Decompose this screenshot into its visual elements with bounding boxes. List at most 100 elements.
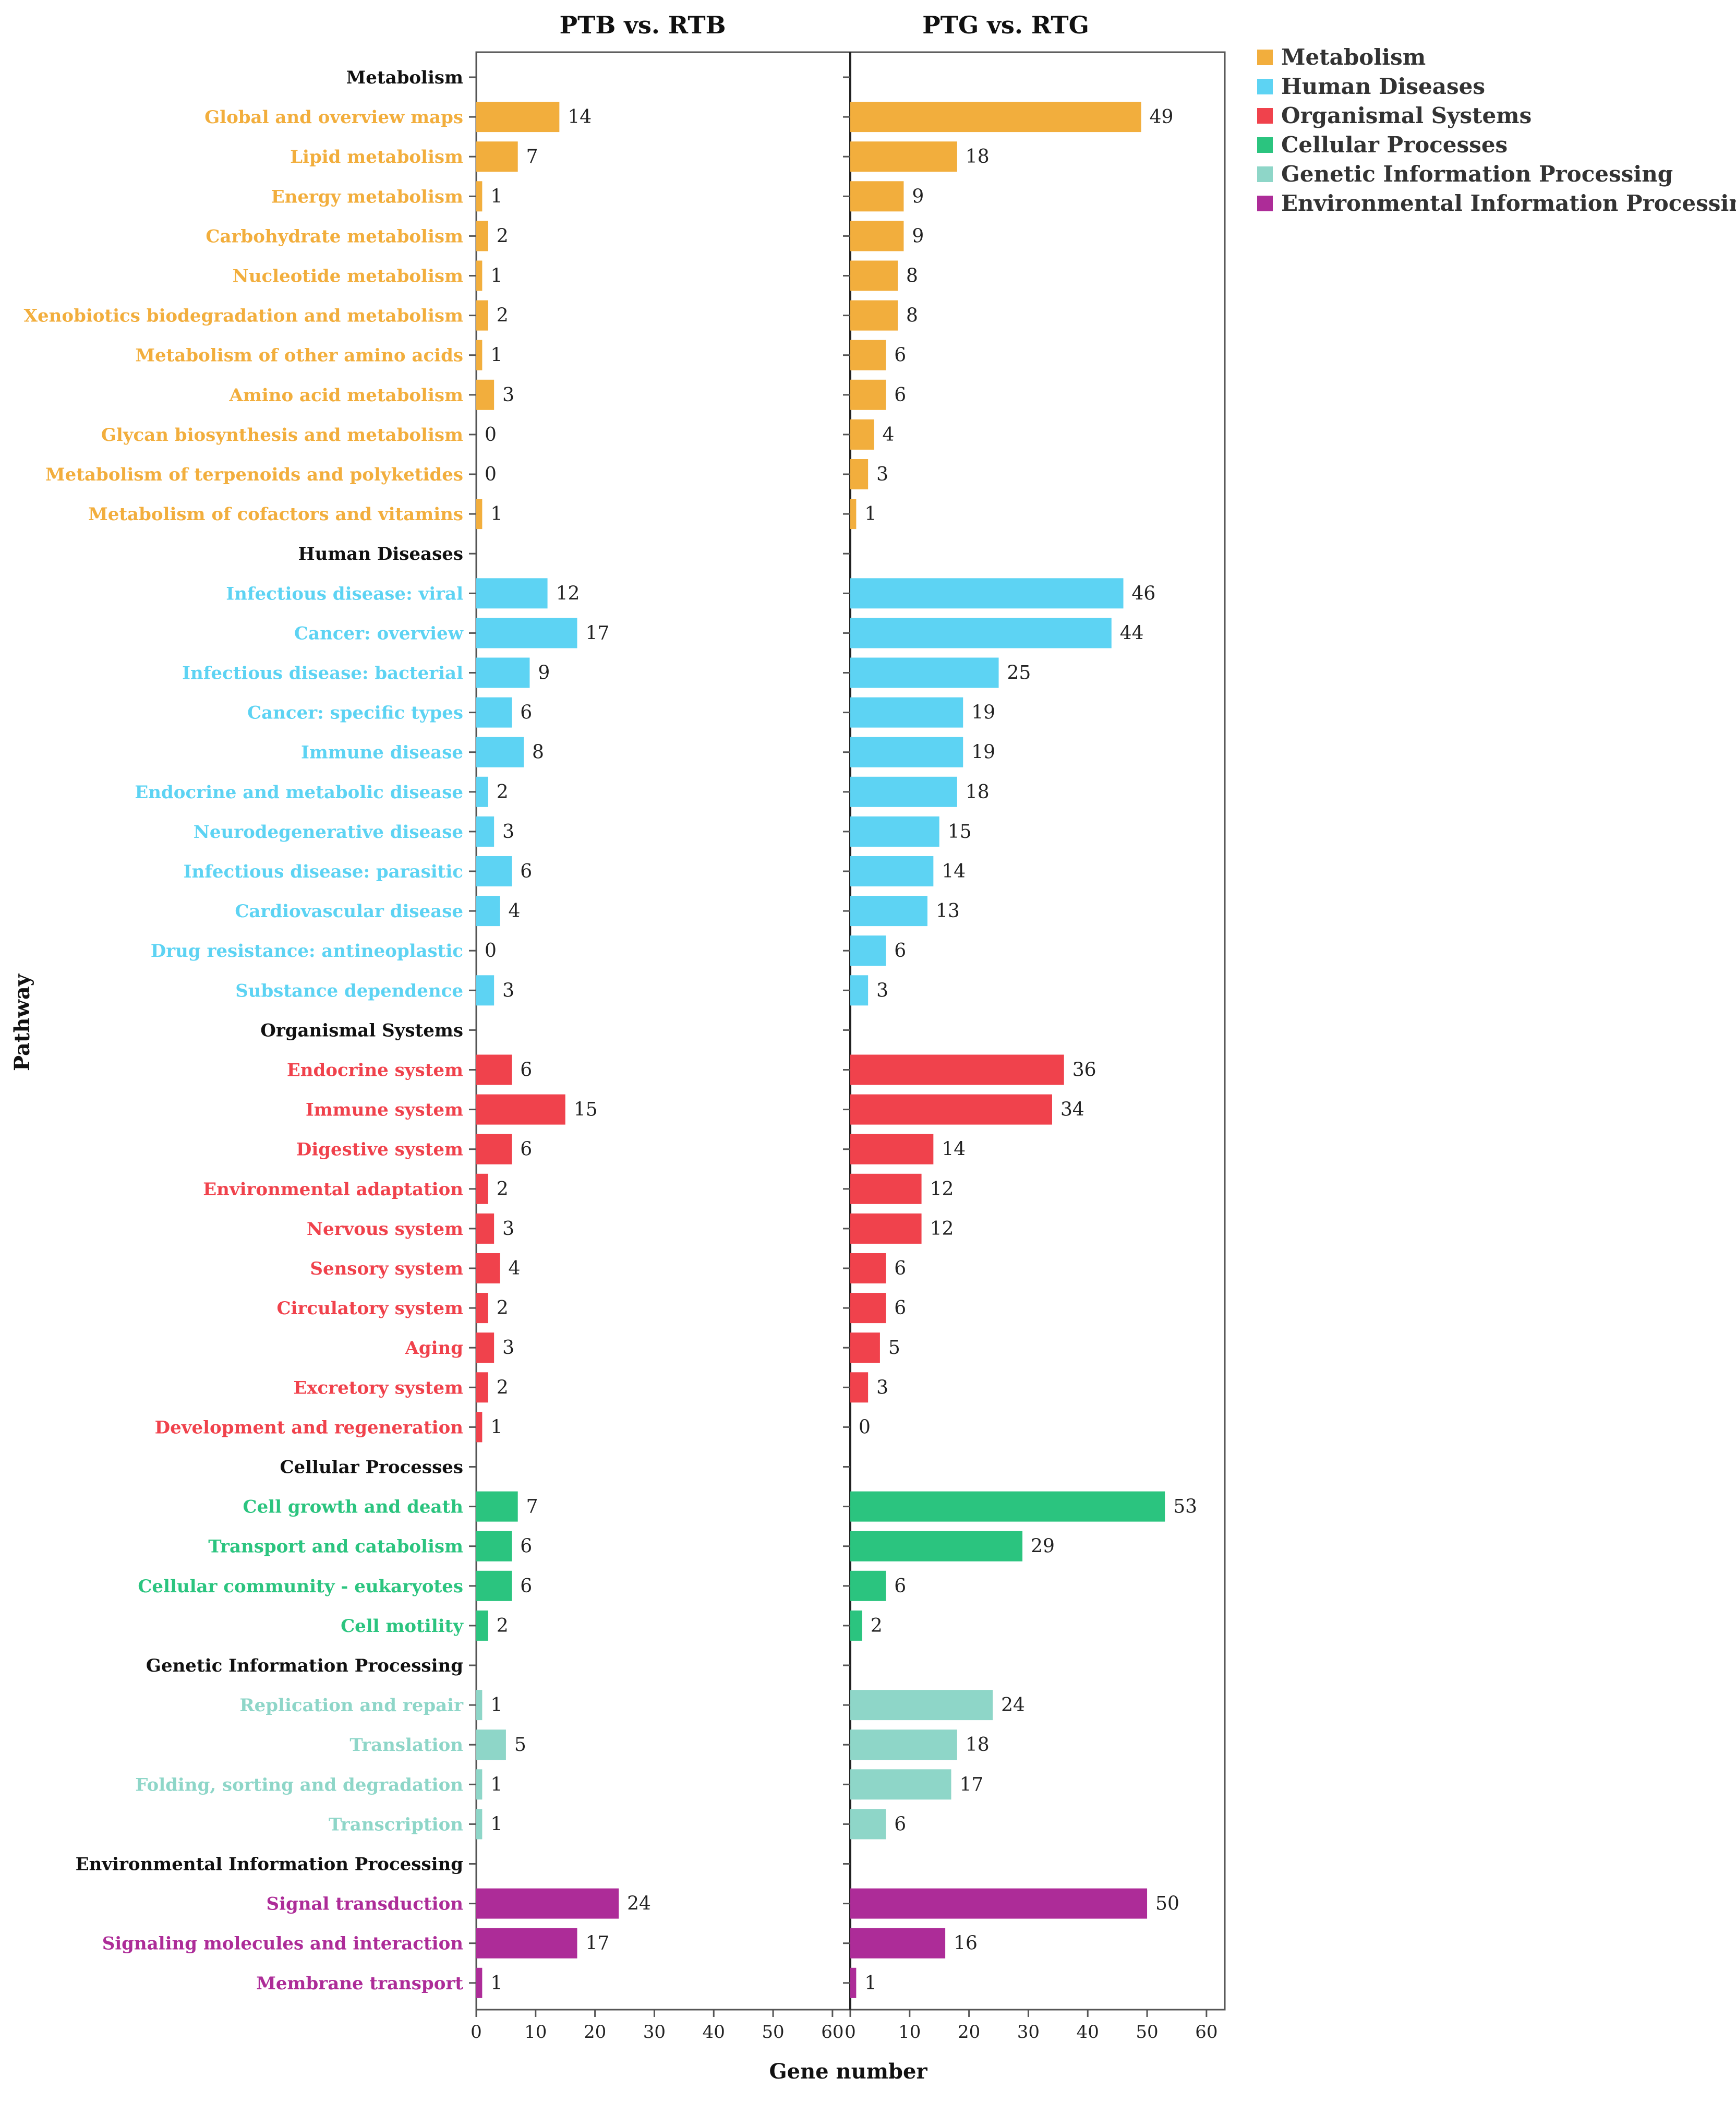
bar-ptb bbox=[476, 1888, 619, 1919]
bar-ptg bbox=[850, 618, 1112, 648]
bar-ptb bbox=[476, 1372, 488, 1403]
bar-ptg bbox=[850, 697, 963, 728]
group-header-label: Environmental Information Processing bbox=[76, 1854, 463, 1875]
category-label: Metabolism of terpenoids and polyketides bbox=[45, 464, 463, 485]
bar-ptb bbox=[476, 1054, 512, 1085]
value-label-ptb: 2 bbox=[497, 1179, 509, 1200]
value-label-ptb: 6 bbox=[520, 1060, 532, 1081]
category-label: Metabolism of other amino acids bbox=[135, 345, 463, 366]
bar-ptg bbox=[850, 1531, 1023, 1562]
value-label-ptg: 3 bbox=[876, 1377, 888, 1398]
value-label-ptg: 49 bbox=[1150, 106, 1174, 128]
value-label-ptb: 6 bbox=[520, 702, 532, 724]
value-label-ptg: 46 bbox=[1132, 583, 1156, 604]
bar-ptg bbox=[850, 419, 874, 450]
bar-ptg bbox=[850, 260, 898, 291]
value-label-ptg: 34 bbox=[1060, 1099, 1084, 1121]
legend-swatch bbox=[1257, 79, 1273, 94]
x-tick-label: 0 bbox=[845, 2022, 856, 2043]
x-tick-label: 30 bbox=[1017, 2022, 1040, 2043]
value-label-ptb: 0 bbox=[485, 464, 497, 485]
value-label-ptg: 9 bbox=[912, 186, 924, 207]
value-label-ptb: 4 bbox=[509, 900, 521, 922]
bar-ptb bbox=[476, 1213, 495, 1244]
category-label: Cellular community - eukaryotes bbox=[138, 1576, 463, 1597]
value-label-ptg: 16 bbox=[954, 1933, 978, 1954]
bar-ptb bbox=[476, 1809, 483, 1840]
bar-ptb bbox=[476, 1332, 495, 1363]
category-label: Cell growth and death bbox=[243, 1497, 463, 1518]
value-label-ptb: 6 bbox=[520, 861, 532, 882]
bar-ptb bbox=[476, 221, 488, 251]
value-label-ptg: 0 bbox=[859, 1416, 871, 1438]
bar-ptb bbox=[476, 737, 524, 767]
value-label-ptg: 1 bbox=[864, 503, 876, 525]
value-label-ptb: 2 bbox=[497, 782, 509, 803]
plot-area: 0 10 20 30 40 50 60 0 10 20 30 40 50 60MetabolismGlob… bbox=[24, 51, 1226, 2043]
category-label: Immune disease bbox=[301, 742, 463, 763]
value-label-ptb: 2 bbox=[497, 305, 509, 327]
category-label: Signaling molecules and interaction bbox=[102, 1933, 463, 1954]
legend-swatch bbox=[1257, 196, 1273, 211]
legend-swatch bbox=[1257, 50, 1273, 65]
category-label: Digestive system bbox=[296, 1139, 463, 1160]
legend-swatch bbox=[1257, 166, 1273, 182]
value-label-ptg: 6 bbox=[894, 1576, 906, 1597]
bar-ptb bbox=[476, 181, 483, 212]
value-label-ptg: 1 bbox=[864, 1973, 876, 1994]
bar-ptb bbox=[476, 1610, 488, 1641]
value-label-ptg: 53 bbox=[1173, 1496, 1197, 1518]
bar-ptb bbox=[476, 856, 512, 886]
bar-ptg bbox=[850, 578, 1124, 609]
x-tick-label: 50 bbox=[1136, 2022, 1158, 2043]
bar-ptg bbox=[850, 1610, 862, 1641]
category-label: Signal transduction bbox=[267, 1894, 463, 1915]
bar-ptb bbox=[476, 1491, 518, 1522]
bar-ptb bbox=[476, 618, 577, 648]
bar-ptb bbox=[476, 260, 483, 291]
category-label: Glycan biosynthesis and metabolism bbox=[101, 425, 463, 446]
bar-ptg bbox=[850, 221, 904, 251]
value-label-ptg: 29 bbox=[1031, 1536, 1055, 1557]
value-label-ptb: 7 bbox=[526, 146, 538, 167]
value-label-ptb: 1 bbox=[490, 1813, 502, 1835]
value-label-ptg: 19 bbox=[971, 702, 995, 724]
bar-ptg bbox=[850, 1054, 1064, 1085]
category-label: Transcription bbox=[329, 1814, 463, 1835]
value-label-ptg: 5 bbox=[888, 1337, 900, 1359]
bar-ptg bbox=[850, 1769, 951, 1800]
category-label: Cancer: overview bbox=[294, 623, 464, 644]
bar-ptg bbox=[850, 1809, 886, 1840]
bar-ptg bbox=[850, 1888, 1148, 1919]
value-label-ptg: 3 bbox=[876, 464, 888, 485]
group-header-label: Metabolism bbox=[346, 67, 463, 88]
bar-ptg bbox=[850, 459, 869, 489]
value-label-ptb: 1 bbox=[490, 1774, 502, 1795]
value-label-ptb: 3 bbox=[502, 385, 514, 406]
value-label-ptg: 6 bbox=[894, 1298, 906, 1319]
legend-label: Metabolism bbox=[1281, 44, 1426, 70]
bar-ptg bbox=[850, 1293, 886, 1324]
legend-label: Environmental Information Processing bbox=[1281, 190, 1736, 216]
value-label-ptb: 1 bbox=[490, 1416, 502, 1438]
value-label-ptb: 8 bbox=[532, 742, 544, 763]
bar-ptb bbox=[476, 1173, 488, 1204]
value-label-ptg: 6 bbox=[894, 940, 906, 962]
category-label: Drug resistance: antineoplastic bbox=[151, 941, 463, 962]
legend-label: Organismal Systems bbox=[1281, 103, 1532, 128]
bar-ptg bbox=[850, 1372, 869, 1403]
legend-label: Genetic Information Processing bbox=[1281, 161, 1673, 187]
bar-ptg bbox=[850, 1928, 946, 1959]
value-label-ptg: 4 bbox=[883, 424, 895, 446]
category-label: Global and overview maps bbox=[204, 107, 463, 128]
bar-ptb bbox=[476, 697, 512, 728]
legend-label: Cellular Processes bbox=[1281, 132, 1508, 158]
category-label: Carbohydrate metabolism bbox=[206, 226, 463, 247]
value-label-ptg: 19 bbox=[971, 742, 995, 763]
bar-ptb bbox=[476, 816, 495, 847]
value-label-ptb: 1 bbox=[490, 503, 502, 525]
x-tick-label: 60 bbox=[1195, 2022, 1217, 2043]
bar-ptb bbox=[476, 1769, 483, 1800]
category-label: Immune system bbox=[306, 1100, 463, 1121]
legend-swatch bbox=[1257, 137, 1273, 153]
